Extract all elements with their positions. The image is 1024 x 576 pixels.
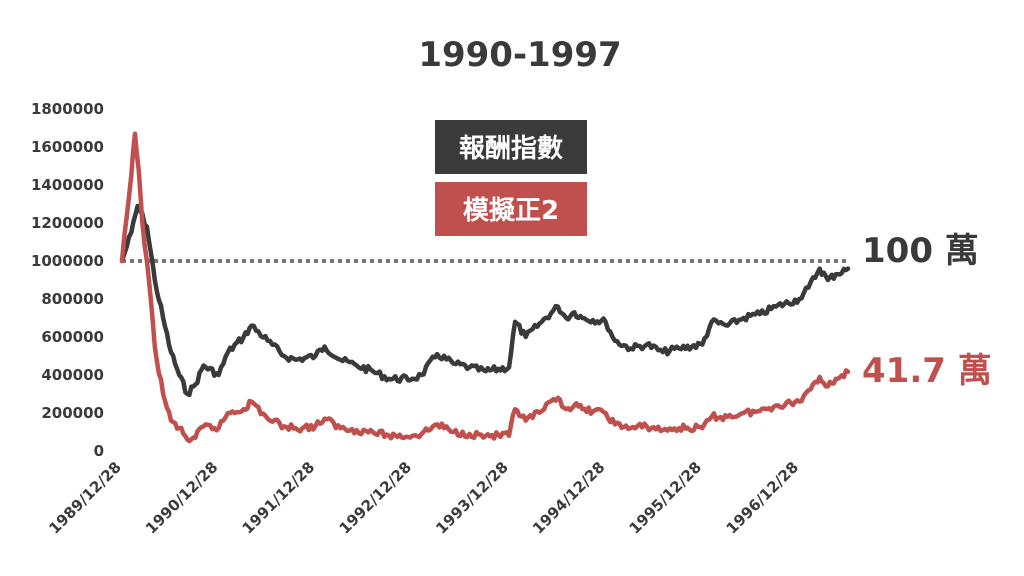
y-tick-label: 600000: [41, 328, 104, 346]
y-tick-label: 200000: [41, 404, 104, 422]
y-tick-label: 400000: [41, 366, 104, 384]
series-line-模擬正2: [119, 131, 851, 444]
chart-title: 1990-1997: [418, 35, 621, 75]
x-tick-label: 1990/12/28: [142, 458, 222, 538]
end-label-報酬指數: 100 萬: [862, 231, 979, 271]
x-axis: 1989/12/28 1990/12/28 1991/12/28 1992/12/28…: [45, 458, 802, 538]
y-tick-label: 1800000: [31, 100, 104, 118]
x-tick-label: 1993/12/28: [432, 458, 512, 538]
series-layer: [119, 131, 851, 444]
y-tick-label: 800000: [41, 290, 104, 308]
legend: 報酬指數 模擬正2: [435, 120, 587, 236]
y-tick-label: 1000000: [31, 252, 104, 270]
x-tick-label: 1991/12/28: [239, 458, 319, 538]
y-tick-label: 0: [94, 442, 104, 460]
series-line-報酬指數: [119, 203, 851, 398]
end-label-模擬正2: 41.7 萬: [862, 351, 992, 391]
y-tick-label: 1400000: [31, 176, 104, 194]
legend-swatch-報酬指數: [435, 120, 587, 174]
legend-label-報酬指數: 報酬指數: [459, 134, 563, 164]
y-tick-label: 1200000: [31, 214, 104, 232]
y-tick-label: 1600000: [31, 138, 104, 156]
x-tick-label: 1995/12/28: [626, 458, 706, 538]
x-tick-label: 1989/12/28: [45, 458, 125, 538]
x-tick-label: 1992/12/28: [336, 458, 416, 538]
legend-swatch-模擬正2: [435, 182, 587, 236]
x-tick-label: 1996/12/28: [723, 458, 803, 538]
x-tick-label: 1994/12/28: [529, 458, 609, 538]
y-axis: 0 200000 400000 600000 800000 1000000 1200000 1…: [31, 100, 104, 460]
legend-label-模擬正2: 模擬正2: [463, 196, 559, 226]
